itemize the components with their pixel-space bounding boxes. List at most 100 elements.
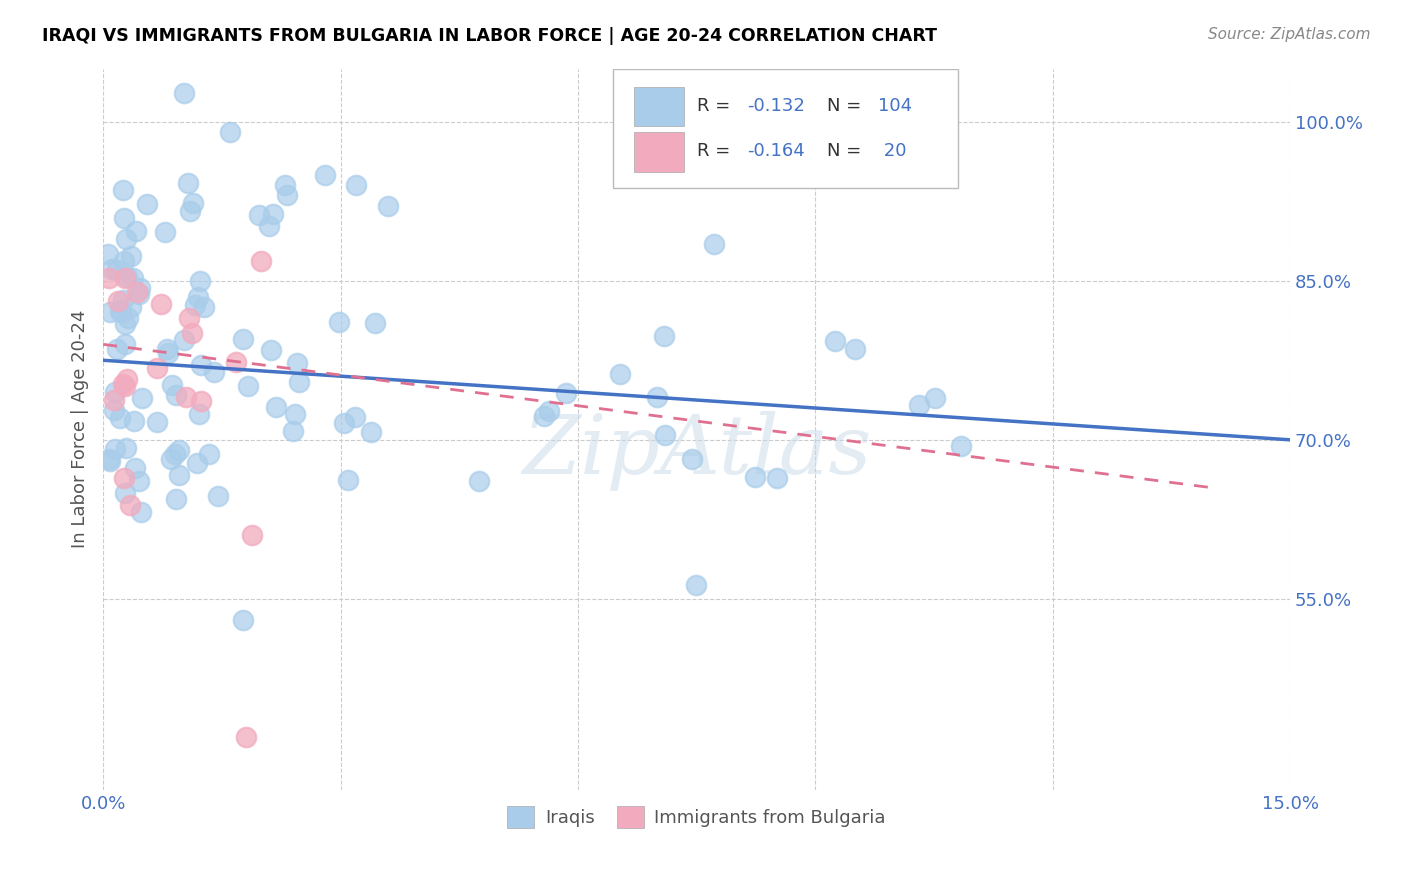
Point	[105, 342, 128, 356]
Point	[654, 428, 676, 442]
Point	[190, 359, 212, 373]
Point	[336, 473, 359, 487]
Point	[193, 300, 215, 314]
Text: -0.164: -0.164	[748, 143, 806, 161]
Point	[533, 409, 555, 423]
Text: N =: N =	[827, 97, 868, 115]
Point	[232, 613, 254, 627]
Point	[120, 249, 142, 263]
Point	[98, 304, 121, 318]
Point	[129, 505, 152, 519]
Point	[120, 300, 142, 314]
Point	[198, 447, 221, 461]
Text: 20: 20	[879, 143, 907, 161]
Point	[645, 391, 668, 405]
Point	[110, 304, 132, 318]
Point	[110, 305, 132, 319]
Point	[250, 254, 273, 268]
Point	[146, 415, 169, 429]
Bar	[634, 132, 683, 171]
Text: R =: R =	[696, 97, 735, 115]
Text: R =: R =	[696, 143, 735, 161]
Point	[153, 225, 176, 239]
FancyBboxPatch shape	[613, 69, 957, 187]
Point	[181, 326, 204, 340]
Text: ZipAtlas: ZipAtlas	[522, 411, 872, 491]
Point	[555, 386, 578, 401]
Point	[117, 311, 139, 326]
Point	[115, 442, 138, 456]
Point	[183, 298, 205, 312]
Point	[159, 452, 181, 467]
Point	[681, 452, 703, 467]
Point	[121, 271, 143, 285]
Point	[129, 281, 152, 295]
Point	[177, 176, 200, 190]
Point	[281, 424, 304, 438]
Point	[167, 443, 190, 458]
Point	[187, 290, 209, 304]
Point	[260, 343, 283, 358]
Point	[98, 271, 121, 285]
Point	[609, 368, 631, 382]
Bar	[634, 87, 683, 127]
Point	[314, 168, 336, 182]
Point	[107, 294, 129, 309]
Point	[112, 211, 135, 225]
Point	[114, 486, 136, 500]
Point	[124, 461, 146, 475]
Point	[120, 499, 142, 513]
Point	[190, 393, 212, 408]
Point	[360, 425, 382, 439]
Point	[146, 360, 169, 375]
Point	[103, 392, 125, 407]
Point	[344, 178, 367, 193]
Point	[188, 274, 211, 288]
Point	[363, 316, 385, 330]
Point	[181, 196, 204, 211]
Point	[187, 407, 209, 421]
Point	[467, 474, 489, 488]
Point	[104, 442, 127, 456]
Point	[98, 454, 121, 468]
Point	[115, 269, 138, 284]
Point	[703, 237, 725, 252]
Point	[274, 178, 297, 193]
Point	[156, 346, 179, 360]
Point	[262, 207, 284, 221]
Point	[128, 286, 150, 301]
Point	[218, 125, 240, 139]
Point	[128, 474, 150, 488]
Point	[744, 470, 766, 484]
Point	[179, 204, 201, 219]
Text: 104: 104	[879, 97, 912, 115]
Point	[186, 456, 208, 470]
Point	[112, 183, 135, 197]
Point	[538, 404, 561, 418]
Point	[240, 528, 263, 542]
Point	[122, 414, 145, 428]
Point	[112, 254, 135, 268]
Point	[105, 262, 128, 277]
Point	[176, 390, 198, 404]
Point	[247, 208, 270, 222]
Point	[165, 388, 187, 402]
Point	[114, 378, 136, 392]
Point	[131, 391, 153, 405]
Point	[125, 285, 148, 300]
Point	[202, 365, 225, 379]
Point	[125, 224, 148, 238]
Point	[328, 315, 350, 329]
Point	[285, 356, 308, 370]
Point	[103, 403, 125, 417]
Point	[287, 375, 309, 389]
Point	[264, 400, 287, 414]
Point	[259, 219, 281, 234]
Point	[232, 332, 254, 346]
Text: -0.132: -0.132	[748, 97, 806, 115]
Point	[844, 343, 866, 357]
Point	[284, 407, 307, 421]
Point	[207, 489, 229, 503]
Point	[135, 197, 157, 211]
Point	[236, 378, 259, 392]
